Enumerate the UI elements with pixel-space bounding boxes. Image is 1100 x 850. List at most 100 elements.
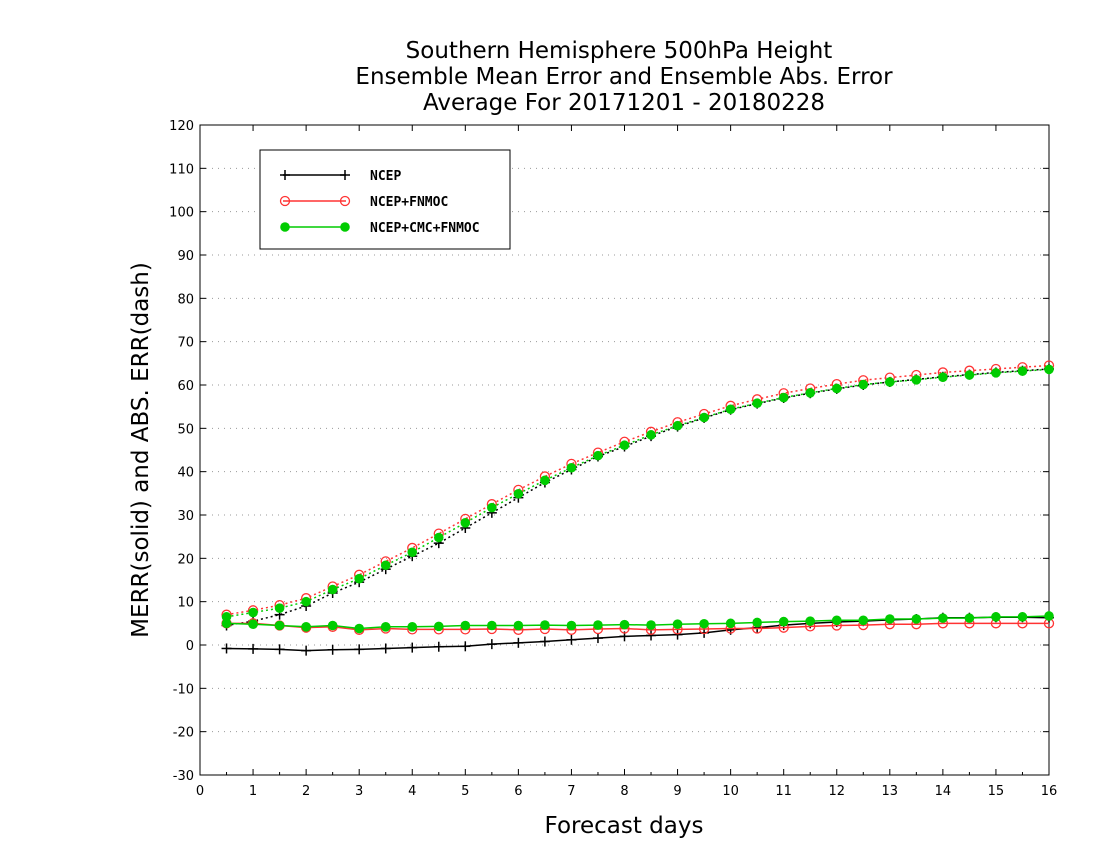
legend: NCEP NCEP+FNMOC NCEP+CMC+FNMOC (259, 149, 511, 250)
x-tick-label: 3 (355, 784, 363, 799)
abs-err-point (885, 377, 895, 387)
y-tick-label: 50 (177, 422, 194, 437)
merr-point (221, 643, 232, 654)
x-tick-label: 14 (935, 784, 952, 799)
abs-err-point (672, 420, 683, 431)
merr-point (911, 614, 922, 624)
series-ncep-cmc-fnmoc (221, 364, 1054, 634)
merr-point (513, 620, 524, 631)
merr-point (380, 622, 391, 632)
y-tick-label: -30 (173, 769, 194, 784)
abs-err-point (566, 462, 577, 473)
abs-err-point (487, 502, 497, 513)
merr-point (991, 612, 1001, 622)
abs-err-point (699, 412, 709, 423)
x-axis-label: Forecast days (545, 813, 704, 839)
y-tick-label: -10 (173, 682, 194, 697)
merr-point (487, 620, 497, 631)
y-axis-label: MERR(solid) and ABS. ERR(dash) (128, 262, 154, 638)
x-tick-label: 13 (882, 784, 899, 799)
merr-point (805, 616, 816, 626)
merr-point (486, 639, 497, 650)
x-tick-label: 5 (461, 784, 469, 799)
abs-err-point (991, 368, 1001, 378)
merr-point (725, 618, 736, 629)
legend-item-ncep: NCEP (280, 169, 401, 184)
merr-point (831, 615, 842, 626)
merr-point (699, 618, 709, 629)
y-tick-label: 100 (169, 206, 194, 221)
abs-err-point (301, 596, 311, 607)
x-tick-label: 8 (620, 784, 628, 799)
merr-point (1044, 611, 1054, 621)
y-tick-label: 10 (177, 596, 194, 611)
merr-point (274, 644, 285, 655)
y-tick-label: 30 (177, 509, 194, 524)
abs-err-point (248, 607, 258, 618)
legend-box (259, 149, 511, 250)
y-tick-label: 20 (177, 552, 194, 567)
merr-line-ncep (226, 616, 1050, 652)
abs-err-point (778, 392, 789, 403)
merr-point (354, 644, 365, 655)
abs-err-point (964, 370, 975, 380)
abs-err-point (407, 547, 418, 558)
merr-point (964, 613, 975, 623)
merr-point (407, 622, 418, 632)
x-tick-label: 9 (673, 784, 681, 799)
merr-point (380, 643, 391, 654)
legend-marker (280, 222, 290, 232)
abs-err-point (540, 475, 550, 486)
y-tick-label: 0 (186, 639, 194, 654)
abs-err-point (831, 383, 842, 394)
legend-marker (279, 195, 291, 207)
merr-point (301, 622, 311, 632)
title-line-1: Southern Hemisphere 500hPa Height (406, 38, 833, 64)
y-tick-label: 60 (177, 379, 194, 394)
x-axis: 0 1 2 3 4 5 6 7 8 9 10 11 12 13 14 15 16 (196, 125, 1057, 799)
merr-point (539, 636, 550, 647)
merr-point (221, 618, 232, 629)
series-ncep-fnmoc (221, 360, 1055, 635)
y-tick-label: -20 (173, 726, 194, 741)
merr-point (433, 621, 444, 632)
legend-label: NCEP+CMC+FNMOC (370, 221, 480, 236)
abs-err-point (752, 398, 762, 409)
x-tick-label: 1 (249, 784, 257, 799)
abs-err-point (1044, 364, 1054, 375)
y-tick-label: 40 (177, 466, 194, 481)
merr-point (1017, 612, 1028, 622)
merr-point (938, 613, 948, 623)
merr-point (619, 619, 630, 630)
series-layer (221, 360, 1055, 656)
merr-point (566, 634, 577, 645)
legend-item-ncep-cmc-fnmoc: NCEP+CMC+FNMOC (280, 221, 480, 236)
merr-point (752, 617, 762, 628)
merr-point (593, 620, 603, 630)
merr-point (248, 619, 258, 629)
abs-err-point (354, 573, 364, 584)
y-axis: -30 -20 -10 0 10 20 30 40 50 60 70 80 90 100 110 120 (169, 119, 1049, 784)
merr-point (248, 643, 259, 654)
x-tick-label: 10 (722, 784, 739, 799)
abs-err-point (805, 388, 816, 398)
abs-err-line-ncep (226, 368, 1050, 627)
abs-err-point (1017, 366, 1028, 376)
x-tick-label: 2 (302, 784, 310, 799)
merr-point (327, 644, 338, 655)
merr-point (513, 637, 524, 648)
merr-point (858, 615, 869, 626)
merr-point (301, 645, 312, 656)
abs-err-point (593, 450, 603, 461)
legend-marker (339, 195, 351, 207)
title-line-3: Average For 20171201 - 20180228 (423, 90, 825, 116)
x-tick-label: 6 (514, 784, 522, 799)
merr-point (327, 620, 338, 631)
y-tick-label: 70 (177, 336, 194, 351)
abs-err-point (460, 518, 471, 528)
series-ncep (221, 363, 1054, 656)
legend-marker (340, 222, 350, 232)
abs-err-point (380, 560, 391, 571)
merr-point (566, 620, 577, 631)
